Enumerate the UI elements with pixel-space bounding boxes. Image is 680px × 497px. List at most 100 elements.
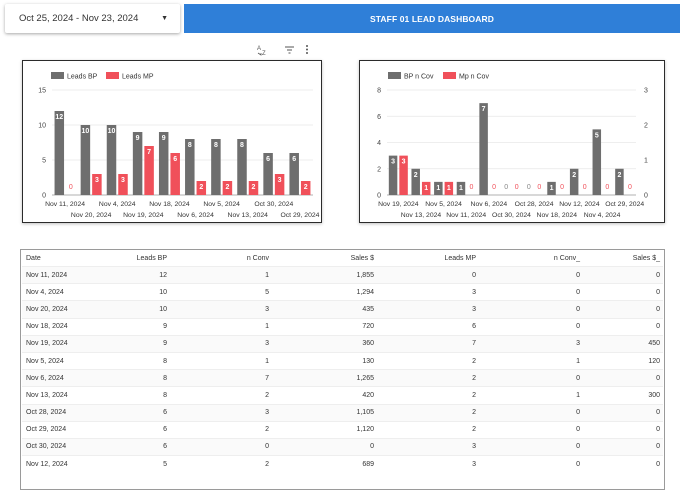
y-right-tick-label: 1 — [644, 158, 648, 165]
data-label: 7 — [147, 149, 151, 156]
x-tick-label: Nov 18, 2024 — [537, 212, 578, 219]
legend-swatch — [388, 72, 401, 79]
cell-sales-mp: 0 — [583, 283, 663, 301]
bar-bp — [132, 132, 143, 195]
data-label: 7 — [482, 106, 486, 113]
table-row: Nov 12, 2024 5 2 689 3 0 0 — [22, 455, 663, 473]
leads-table: Date Leads BP n Conv Sales $ Leads MP n … — [22, 250, 663, 473]
cell-leads-mp: 2 — [377, 386, 479, 404]
cell-leads-mp: 3 — [377, 300, 479, 319]
column-header-n-conv-mp[interactable]: n Conv_ — [553, 254, 580, 262]
bar-mp — [274, 174, 285, 195]
cell-leads-bp: 6 — [79, 403, 170, 422]
x-tick-label: Oct 29, 2024 — [280, 212, 319, 219]
column-header-n-conv[interactable]: n Conv — [246, 254, 269, 262]
cell-sales-mp: 0 — [583, 403, 663, 422]
x-tick-label: Nov 19, 2024 — [123, 212, 164, 219]
cell-n-conv-mp: 1 — [479, 386, 583, 404]
table-row: Oct 30, 2024 6 0 0 3 0 0 — [22, 437, 663, 456]
data-label: 9 — [162, 135, 166, 142]
data-label: 3 — [391, 159, 395, 166]
y-tick-label: 0 — [377, 193, 381, 200]
cell-sales: 1,855 — [272, 265, 377, 284]
more-vert-icon[interactable] — [304, 44, 310, 58]
data-label: 0 — [470, 184, 474, 191]
column-header-sales-mp[interactable]: Sales $_ — [632, 254, 660, 262]
data-label: 1 — [459, 185, 463, 192]
data-label: 10 — [82, 128, 90, 135]
data-label: 0 — [515, 184, 519, 191]
y-tick-label: 6 — [377, 114, 381, 121]
dashboard-title-button[interactable]: STAFF 01 LEAD DASHBOARD — [184, 4, 680, 33]
x-tick-label: Nov 20, 2024 — [71, 212, 112, 219]
y-tick-label: 2 — [377, 166, 381, 173]
cell-n-conv-mp: 0 — [479, 317, 583, 336]
x-tick-label: Nov 6, 2024 — [471, 201, 508, 208]
cell-date: Nov 20, 2024 — [22, 300, 79, 319]
cell-date: Oct 28, 2024 — [22, 403, 79, 422]
bar-mp — [300, 181, 311, 195]
cell-n-conv-mp: 0 — [479, 455, 583, 473]
cell-sales-mp: 300 — [583, 386, 663, 404]
column-header-leads-mp[interactable]: Leads MP — [444, 254, 476, 262]
legend-label: Mp n Cov — [459, 74, 489, 81]
cell-leads-mp: 2 — [377, 369, 479, 387]
column-header-leads-bp[interactable]: Leads BP — [136, 254, 167, 262]
cell-leads-mp: 2 — [377, 420, 479, 439]
bar-bp — [411, 168, 420, 195]
data-label: 8 — [214, 142, 218, 149]
bar-bp — [615, 168, 624, 195]
cell-leads-mp: 2 — [377, 351, 479, 370]
table-row: Oct 29, 2024 6 2 1,120 2 0 0 — [22, 420, 663, 439]
cell-date: Nov 12, 2024 — [22, 455, 79, 473]
cell-n-conv-mp: 0 — [479, 369, 583, 387]
cell-sales: 1,265 — [272, 369, 377, 387]
sort-az-icon[interactable]: A Z — [257, 44, 269, 59]
table-row: Nov 11, 2024 12 1 1,855 0 0 0 — [22, 265, 663, 284]
cell-n-conv-mp: 0 — [479, 437, 583, 456]
y-tick-label: 4 — [377, 140, 381, 147]
data-label: 5 — [595, 132, 599, 139]
bar-bp — [388, 155, 398, 195]
cell-n-conv: 1 — [170, 317, 272, 336]
bar-mp — [444, 181, 454, 195]
cell-sales: 360 — [272, 334, 377, 353]
data-label: 0 — [583, 184, 587, 191]
data-label: 8 — [188, 142, 192, 149]
svg-text:Z: Z — [262, 51, 266, 56]
column-header-sales[interactable]: Sales $ — [350, 254, 374, 262]
svg-text:A: A — [257, 46, 261, 52]
data-label: 1 — [424, 185, 428, 192]
bar-bp — [592, 129, 602, 195]
y-tick-label: 5 — [42, 158, 46, 165]
cell-date: Oct 30, 2024 — [22, 437, 79, 456]
column-header-date[interactable]: Date — [26, 254, 41, 262]
filter-icon[interactable] — [284, 44, 295, 58]
cell-date: Nov 4, 2024 — [22, 283, 79, 301]
legend-swatch — [106, 72, 119, 79]
cell-n-conv-mp: 0 — [479, 420, 583, 439]
data-label: 2 — [617, 172, 621, 179]
x-tick-label: Oct 30, 2024 — [492, 212, 531, 219]
cell-sales: 435 — [272, 300, 377, 319]
data-label: 6 — [266, 156, 270, 163]
bar-bp — [237, 139, 247, 195]
cell-n-conv: 2 — [170, 420, 272, 439]
x-tick-label: Nov 13, 2024 — [228, 212, 269, 219]
x-tick-label: Nov 13, 2024 — [401, 212, 442, 219]
bar-mp — [170, 153, 180, 195]
table-row: Nov 13, 2024 8 2 420 2 1 300 — [22, 386, 663, 404]
cell-leads-bp: 8 — [79, 386, 170, 404]
data-label: 0 — [69, 184, 73, 191]
table-header-row: Date Leads BP n Conv Sales $ Leads MP n … — [22, 250, 663, 267]
table-row: Oct 28, 2024 6 3 1,105 2 0 0 — [22, 403, 663, 422]
bar-bp — [80, 125, 91, 195]
cell-n-conv: 7 — [170, 369, 272, 387]
date-range-picker[interactable]: Oct 25, 2024 - Nov 23, 2024 ▼ — [5, 4, 180, 33]
bar-bp — [456, 181, 466, 195]
cell-leads-bp: 5 — [79, 455, 170, 473]
cell-n-conv-mp: 0 — [479, 300, 583, 319]
y-right-tick-label: 0 — [644, 193, 648, 200]
legend-swatch — [443, 72, 456, 79]
bar-mp — [92, 174, 102, 195]
